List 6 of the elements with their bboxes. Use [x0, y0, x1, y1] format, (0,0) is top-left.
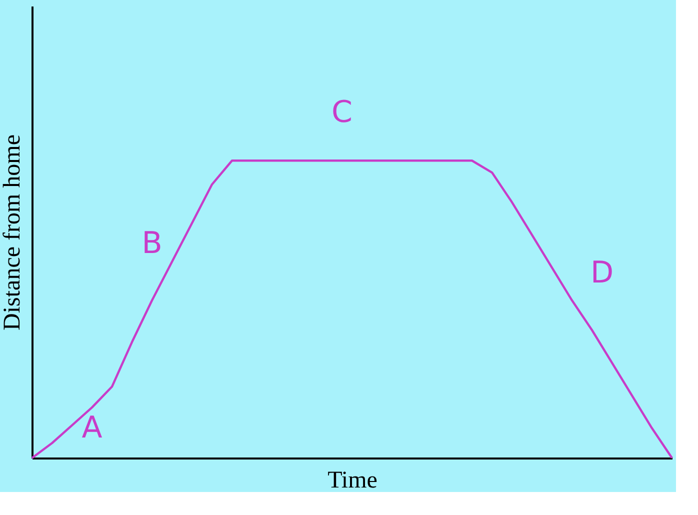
annotation: A	[82, 410, 103, 446]
text: C	[332, 95, 352, 130]
x-axis-title: Time	[328, 468, 378, 494]
y-axis-title: Distance from home	[0, 134, 26, 330]
annotation: D	[590, 256, 614, 291]
annotation: B	[142, 226, 162, 261]
